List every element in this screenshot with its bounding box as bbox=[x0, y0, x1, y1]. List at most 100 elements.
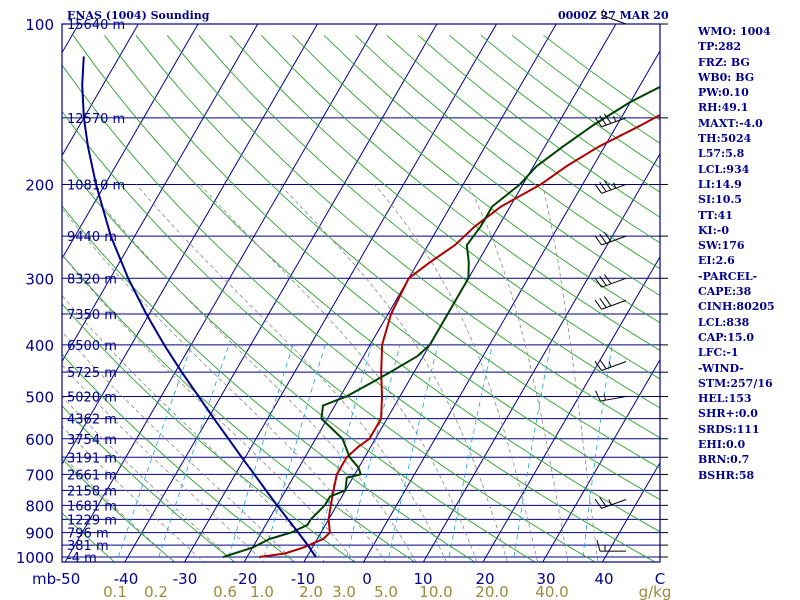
moist-adiabat bbox=[136, 184, 448, 562]
mixing-ratio-tick-label: 0.6 bbox=[213, 583, 237, 600]
dry-adiabat bbox=[135, 35, 660, 469]
pressure-tick-label: 300 bbox=[25, 270, 54, 288]
index-item: BRN:0.7 bbox=[698, 453, 750, 467]
pressure-tick-label: 1000 bbox=[16, 549, 54, 567]
barb-flag bbox=[599, 182, 607, 192]
index-item: SI:10.5 bbox=[698, 193, 742, 207]
moist-adiabat bbox=[62, 425, 205, 562]
barb-staff bbox=[601, 235, 627, 246]
temperature-tick-label: 10 bbox=[413, 570, 432, 588]
barb-flag bbox=[603, 274, 612, 285]
temperature-line bbox=[258, 113, 660, 558]
temperature-tick-label: 20 bbox=[475, 570, 494, 588]
height-label: 12570 m bbox=[67, 112, 125, 127]
moist-adiabat bbox=[85, 184, 417, 562]
height-label: 15640 m bbox=[67, 18, 125, 33]
index-item: TT:41 bbox=[698, 208, 733, 222]
mixing-ratio-tick-label: 3.0 bbox=[332, 583, 356, 600]
isotherm bbox=[183, 24, 498, 562]
index-item: WB0: BG bbox=[698, 70, 755, 84]
dry-adiabat bbox=[62, 64, 657, 562]
height-label: 2158 m bbox=[67, 484, 117, 499]
barb-flag bbox=[594, 277, 602, 288]
isotherm bbox=[62, 24, 259, 363]
mixing-ratio-tick-label: 1.0 bbox=[250, 583, 274, 600]
index-item: -PARCEL- bbox=[698, 269, 758, 283]
wind-barb bbox=[594, 274, 627, 288]
index-item: EHI:0.0 bbox=[698, 438, 746, 452]
index-item: SRDS:111 bbox=[698, 422, 760, 436]
barb-flag bbox=[594, 360, 602, 371]
index-item: TP:282 bbox=[698, 40, 742, 54]
dry-adiabat bbox=[62, 303, 356, 562]
barb-flag bbox=[596, 540, 601, 552]
index-item: FRZ: BG bbox=[698, 55, 750, 69]
barb-staff bbox=[601, 277, 627, 288]
wind-barb bbox=[594, 359, 627, 372]
barb-flag bbox=[603, 231, 612, 242]
plot-frame bbox=[61, 23, 668, 563]
barb-staff bbox=[601, 499, 627, 509]
mixing-ratio-line bbox=[448, 344, 493, 558]
isotherm bbox=[601, 461, 660, 562]
mixing-ratio-line bbox=[346, 344, 401, 558]
barb-half bbox=[613, 115, 617, 122]
height-label: 5020 m bbox=[67, 391, 117, 406]
dry-adiabat bbox=[166, 35, 660, 439]
height-label: 7350 m bbox=[67, 308, 117, 323]
isotherm bbox=[62, 24, 319, 466]
dry-adiabat bbox=[62, 405, 236, 562]
barb-flag bbox=[599, 115, 607, 126]
height-label: 3191 m bbox=[67, 451, 117, 466]
temperature-tick-label: -20 bbox=[233, 570, 258, 588]
mixing-ratio-line bbox=[388, 344, 439, 558]
mixing-ratio-tick-label: g/kg bbox=[639, 583, 672, 600]
temperature-tick-label: 30 bbox=[536, 570, 555, 588]
wind-barb bbox=[595, 390, 627, 402]
barb-half bbox=[608, 499, 612, 506]
dewpoint-line bbox=[222, 85, 660, 558]
wind-barb bbox=[594, 296, 627, 310]
mixing-ratio-line bbox=[513, 344, 551, 558]
moist-adiabat bbox=[467, 184, 569, 562]
index-item: CINH:80205 bbox=[698, 300, 775, 314]
moist-adiabat bbox=[62, 331, 295, 562]
barb-flag bbox=[594, 299, 602, 310]
wind-barb bbox=[594, 497, 627, 509]
temperature-tick-label: -30 bbox=[173, 570, 198, 588]
pressure-tick-label: 700 bbox=[25, 466, 54, 484]
height-label: 8320 m bbox=[67, 272, 117, 287]
dry-adiabat bbox=[62, 110, 596, 562]
height-label: 381 m bbox=[67, 539, 109, 554]
dry-adiabat bbox=[72, 35, 660, 533]
stability-indices: WMO: 1004 TP:282 FRZ: BG WB0: BG PW:0.10 RH:4… bbox=[698, 24, 775, 483]
y-axis-unit: mb bbox=[32, 570, 56, 588]
index-item: STM:257/16 bbox=[698, 376, 773, 390]
moist-adiabat bbox=[199, 184, 478, 562]
dry-adiabat bbox=[62, 253, 416, 562]
height-label: 5725 m bbox=[67, 366, 117, 381]
dry-adiabat bbox=[323, 34, 660, 297]
index-item: SW:176 bbox=[698, 239, 745, 253]
isotherm bbox=[482, 255, 660, 562]
wind-barbs bbox=[594, 9, 627, 552]
temperature-tick-label: -50 bbox=[56, 570, 81, 588]
index-item: LI:14.9 bbox=[698, 177, 742, 191]
barb-staff bbox=[601, 183, 627, 194]
moist-adiabat bbox=[62, 454, 175, 562]
moist-adiabat bbox=[62, 395, 235, 562]
wind-barb bbox=[594, 180, 627, 194]
plot-border bbox=[61, 23, 661, 563]
wind-barb bbox=[596, 540, 626, 552]
barb-flag bbox=[599, 297, 607, 308]
dry-adiabat bbox=[62, 353, 296, 562]
height-label: 3754 m bbox=[67, 433, 117, 448]
index-item: -WIND- bbox=[698, 361, 744, 375]
isotherm bbox=[0, 12, 26, 568]
index-item: L57:5.8 bbox=[698, 147, 745, 161]
index-item: RH:49.1 bbox=[698, 101, 749, 115]
dry-adiabat bbox=[292, 34, 660, 324]
moist-adiabat bbox=[542, 184, 599, 562]
mixing-ratio-line bbox=[228, 344, 294, 558]
index-item: MAXT:-4.0 bbox=[698, 116, 763, 130]
